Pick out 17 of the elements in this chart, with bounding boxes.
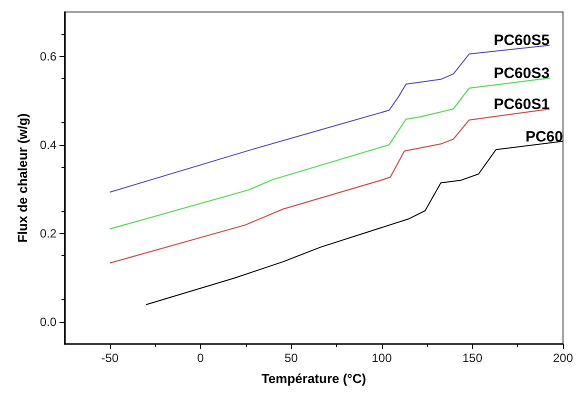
- x-tick-label: -50: [101, 351, 119, 365]
- x-axis-title: Température (°C): [261, 371, 366, 386]
- series-label: PC60S5: [494, 32, 550, 50]
- y-axis-title: Flux de chaleur (w/g): [15, 113, 30, 243]
- x-tick-label: 0: [197, 351, 204, 365]
- x-tick-label: 200: [552, 351, 574, 365]
- x-tick-label: 50: [284, 351, 298, 365]
- series-label: PC60S1: [494, 96, 550, 113]
- y-tick-label: 0.0: [40, 314, 57, 329]
- series-label: PC60S3: [494, 64, 550, 82]
- x-tick-label: 100: [372, 351, 392, 365]
- x-tick-label: 150: [462, 351, 483, 365]
- series-label: PC60: [525, 128, 563, 146]
- y-tick-label: 0.2: [40, 226, 57, 240]
- y-tick-label: 0.4: [40, 138, 57, 152]
- line-series: [146, 140, 564, 306]
- y-tick-label: 0.6: [40, 49, 57, 64]
